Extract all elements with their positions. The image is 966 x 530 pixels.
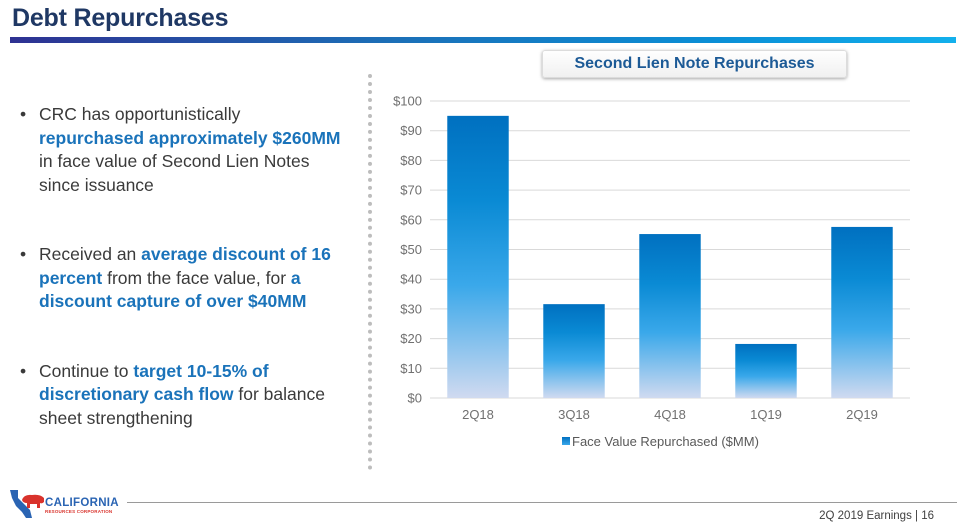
bar-4q18 — [639, 234, 701, 398]
y-tick-label: $0 — [408, 391, 422, 406]
logo-subtitle: RESOURCES CORPORATION — [45, 509, 113, 514]
bullet-dot-icon: • — [20, 244, 27, 264]
logo-name: CALIFORNIA — [45, 497, 119, 509]
y-tick-label: $70 — [400, 183, 422, 198]
bullet-item: • CRC has opportunistically repurchased a… — [18, 103, 348, 197]
bar-chart: $0 $10 $20 $30 $40 $50 $60 $70 $80 $90 $100 2Q18 3Q… — [393, 94, 910, 449]
bullet-text: CRC has opportunistically — [39, 104, 241, 124]
bullet-dot-icon: • — [20, 104, 27, 124]
bullet-list: • CRC has opportunistically repurchased a… — [18, 103, 348, 476]
x-tick-label: 2Q19 — [846, 407, 878, 422]
y-tick-label: $60 — [400, 212, 422, 227]
bullet-text: for balance sheet strengthening — [39, 384, 325, 428]
bar-1q19 — [735, 343, 797, 398]
legend-swatch — [562, 437, 570, 445]
bullet-item: • Received an average discount of 16 perc… — [18, 243, 348, 314]
bullet-highlight-text: average discount of 16 percent — [39, 244, 331, 288]
bar-2q19 — [831, 226, 893, 398]
bullet-dot-icon: • — [20, 360, 27, 381]
chart-title: Second Lien Note Repurchases — [542, 50, 847, 78]
legend-label: Face Value Repurchased ($MM) — [572, 434, 759, 449]
y-tick-label: $40 — [400, 272, 422, 287]
x-tick-label: 3Q18 — [558, 407, 590, 422]
bullet-highlight-text: a discount capture of over $40MM — [39, 267, 307, 312]
x-tick-label: 4Q18 — [654, 407, 686, 422]
y-tick-label: $10 — [400, 361, 422, 376]
california-bear-icon — [10, 490, 44, 518]
footer-rule — [127, 502, 957, 503]
bullet-text: from the face value, for — [102, 267, 291, 288]
bullet-text: Received an — [39, 244, 142, 264]
dotted-divider — [368, 74, 372, 470]
y-tick-label: $50 — [400, 242, 422, 257]
bar-3q18 — [543, 304, 605, 398]
y-tick-label: $80 — [400, 153, 422, 168]
page-title: Debt Repurchases — [12, 4, 229, 32]
bullet-text: in face value of Second Lien Notes since… — [39, 151, 310, 195]
bullet-highlight-text: target 10-15% of discretionary cash flow — [39, 360, 269, 405]
x-tick-label: 2Q18 — [462, 407, 494, 422]
y-tick-label: $90 — [400, 123, 422, 138]
footer-page-label: 2Q 2019 Earnings | 16 — [819, 510, 934, 522]
y-tick-label: $30 — [400, 301, 422, 316]
y-tick-label: $100 — [393, 94, 422, 109]
bullet-item: • Continue to target 10-15% of discretion… — [18, 360, 348, 431]
bullet-highlight-text: repurchased approximately $260MM — [39, 127, 341, 148]
company-logo — [8, 488, 128, 520]
bullet-text: Continue to — [39, 360, 134, 381]
y-tick-label: $20 — [400, 331, 422, 346]
bar-2q18 — [447, 115, 509, 398]
x-tick-label: 1Q19 — [750, 407, 782, 422]
title-underline-bar — [10, 37, 956, 43]
